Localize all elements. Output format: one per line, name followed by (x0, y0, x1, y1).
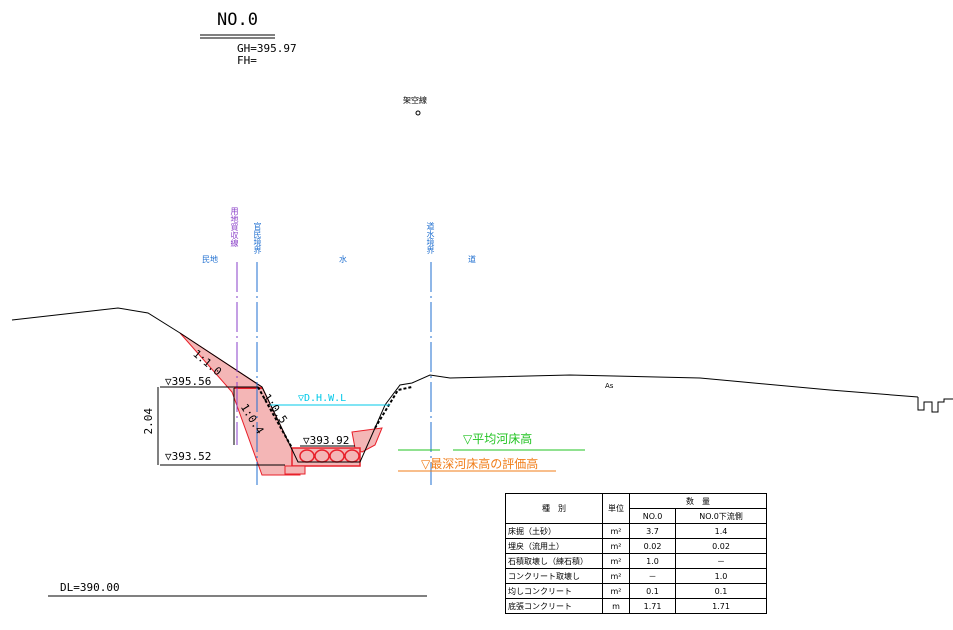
row-a: 1.0 (628, 553, 677, 569)
row-a: 3.7 (628, 523, 677, 539)
asphalt-label: As (605, 382, 614, 390)
public-private-boundary-label: 官民境界 (253, 222, 262, 254)
row-name: 床掘（土砂） (505, 523, 603, 539)
section-number: NO.0 (217, 10, 258, 30)
acquisition-line-label: 用地買収線 (230, 207, 239, 247)
row-a: 1.71 (628, 598, 677, 614)
elevation-mid: ▽393.92 (303, 434, 350, 447)
private-land-label: 民地 (202, 255, 218, 264)
overhead-line-label: 架空線 (403, 96, 427, 105)
deepest-bed-label: ▽最深河床高の評価高 (421, 457, 539, 471)
elevation-top: ▽395.56 (165, 375, 212, 388)
excavation-area-right (351, 427, 383, 453)
header-col-b: NO.0下流側 (675, 508, 767, 524)
row-a: － (628, 568, 677, 584)
table-row: 底張コンクリート m 1.71 1.71 (505, 598, 767, 614)
row-a: 0.1 (628, 583, 677, 599)
table-row: 石積取壊し（練石積） m² 1.0 － (505, 553, 767, 569)
row-name: 埋戻（流用土） (505, 538, 603, 554)
formation-height: FH= (237, 54, 257, 67)
dhwl-label: ▽D.H.W.L (298, 393, 347, 404)
row-a: 0.02 (628, 538, 677, 554)
header-type: 種 別 (505, 493, 603, 524)
overhead-line-marker (415, 110, 421, 116)
road-label: 道 (468, 255, 476, 264)
average-bed-label: ▽平均河床高 (463, 432, 533, 446)
row-unit: m² (602, 523, 630, 539)
water-label: 水 (339, 255, 347, 264)
datum-level: DL=390.00 (60, 581, 120, 594)
row-b: 1.4 (675, 523, 767, 539)
elevation-bottom: ▽393.52 (165, 450, 212, 463)
header-col-a: NO.0 (628, 508, 677, 524)
row-unit: m² (602, 553, 630, 569)
row-b: 0.1 (675, 583, 767, 599)
road-water-boundary-label: 道水境界 (426, 222, 435, 254)
row-unit: m (602, 598, 630, 614)
row-name: 石積取壊し（練石積） (505, 553, 603, 569)
height-dimension: 2.04 (142, 408, 155, 435)
row-b: － (675, 553, 767, 569)
row-name: 均しコンクリート (505, 583, 603, 599)
table-row: 床掘（土砂） m² 3.7 1.4 (505, 523, 767, 539)
table-row: 埋戻（流用土） m² 0.02 0.02 (505, 538, 767, 554)
row-b: 0.02 (675, 538, 767, 554)
row-name: コンクリート取壊し (505, 568, 603, 584)
ground-height: GH=395.97 (237, 42, 297, 55)
table-row: コンクリート取壊し m² － 1.0 (505, 568, 767, 584)
row-unit: m² (602, 568, 630, 584)
row-unit: m² (602, 538, 630, 554)
quantity-table: 種 別 単位 数 量 NO.0 NO.0下流側 床掘（土砂） m² 3.7 1.… (505, 493, 767, 614)
row-b: 1.71 (675, 598, 767, 614)
row-name: 底張コンクリート (505, 598, 603, 614)
table-row: 均しコンクリート m² 0.1 0.1 (505, 583, 767, 599)
header-unit: 単位 (602, 493, 630, 524)
row-b: 1.0 (675, 568, 767, 584)
row-unit: m² (602, 583, 630, 599)
header-quantity: 数 量 (629, 493, 767, 509)
